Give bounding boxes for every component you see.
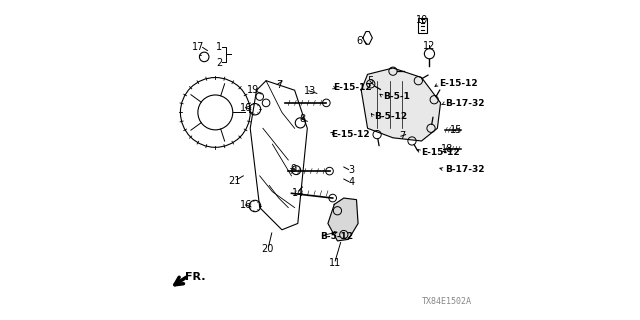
Text: E-15-12: E-15-12	[439, 79, 478, 88]
Text: 5: 5	[367, 76, 374, 86]
Text: 14: 14	[292, 188, 305, 198]
Text: 1: 1	[216, 42, 223, 52]
Bar	[418, 18, 427, 33]
Text: 18: 18	[441, 144, 453, 154]
Text: 7: 7	[399, 131, 406, 141]
Text: 15: 15	[450, 125, 463, 135]
Circle shape	[326, 167, 333, 175]
Text: 7: 7	[276, 80, 282, 91]
Text: 19: 19	[247, 85, 259, 95]
Circle shape	[329, 194, 337, 202]
Text: 17: 17	[192, 42, 205, 52]
Text: B-17-32: B-17-32	[445, 99, 484, 108]
Text: E-15-12: E-15-12	[331, 130, 370, 139]
Text: 13: 13	[305, 86, 317, 97]
Text: TX84E1502A: TX84E1502A	[422, 297, 472, 306]
Text: B-17-32: B-17-32	[445, 165, 484, 174]
Circle shape	[323, 99, 330, 107]
Text: 9: 9	[290, 164, 296, 173]
Text: 8: 8	[300, 114, 306, 124]
Text: 20: 20	[262, 244, 274, 254]
Text: 3: 3	[349, 164, 355, 174]
Text: 4: 4	[349, 177, 355, 187]
Text: E-15-12: E-15-12	[333, 83, 371, 92]
Text: B-5-12: B-5-12	[320, 232, 353, 241]
Text: 21: 21	[228, 176, 241, 186]
Polygon shape	[328, 198, 358, 241]
Text: 11: 11	[329, 258, 341, 268]
Text: 16: 16	[240, 200, 253, 210]
Text: 2: 2	[216, 58, 223, 68]
Text: FR.: FR.	[185, 272, 205, 282]
Text: E-15-12: E-15-12	[422, 148, 460, 156]
Text: B-5-12: B-5-12	[374, 112, 407, 121]
Text: 12: 12	[422, 41, 435, 51]
Text: 10: 10	[416, 15, 428, 25]
Text: 16: 16	[240, 103, 253, 113]
Text: 6: 6	[356, 36, 363, 46]
Polygon shape	[361, 68, 440, 141]
Text: B-5-1: B-5-1	[383, 92, 410, 101]
